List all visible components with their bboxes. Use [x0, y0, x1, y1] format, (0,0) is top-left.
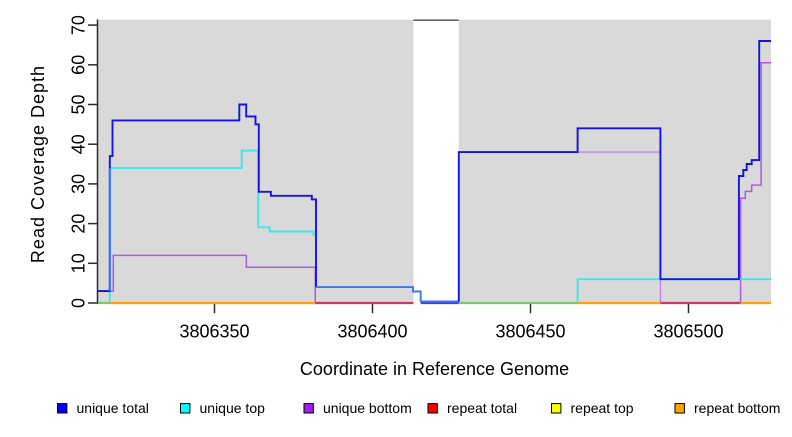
svg-text:Coordinate in Reference Genome: Coordinate in Reference Genome [300, 359, 569, 379]
svg-text:unique bottom: unique bottom [323, 400, 412, 416]
svg-text:10: 10 [69, 253, 89, 273]
svg-text:repeat bottom: repeat bottom [694, 400, 780, 416]
svg-text:60: 60 [69, 55, 89, 75]
svg-text:3806350: 3806350 [179, 322, 249, 342]
svg-text:50: 50 [69, 94, 89, 114]
svg-text:unique top: unique top [200, 400, 266, 416]
svg-text:unique total: unique total [77, 400, 149, 416]
svg-text:30: 30 [69, 174, 89, 194]
svg-text:repeat total: repeat total [447, 400, 517, 416]
svg-text:3806400: 3806400 [337, 322, 407, 342]
svg-text:3806450: 3806450 [495, 322, 565, 342]
svg-text:0: 0 [69, 298, 89, 308]
svg-text:Read Coverage Depth: Read Coverage Depth [28, 65, 48, 263]
svg-text:20: 20 [69, 214, 89, 234]
svg-text:repeat top: repeat top [571, 400, 634, 416]
svg-text:70: 70 [69, 15, 89, 35]
svg-text:3806500: 3806500 [653, 322, 723, 342]
svg-text:40: 40 [69, 134, 89, 154]
